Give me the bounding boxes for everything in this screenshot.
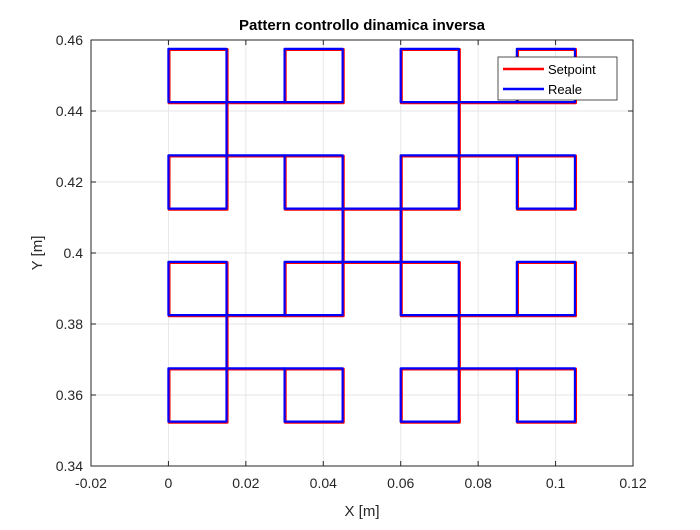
series-square	[399, 47, 460, 104]
series-square	[515, 260, 577, 317]
y-tick-label: 0.46	[56, 32, 83, 48]
series-square	[167, 260, 228, 317]
y-axis-title: Y [m]	[29, 236, 46, 271]
series-square	[283, 367, 344, 423]
x-tick-label: 0.12	[619, 475, 646, 491]
ticks: -0.02 0 0.02 0.04 0.06 0.08 0.1 0.12 0.34 0.36 0.3…	[56, 32, 647, 491]
y-tick-label: 0.36	[56, 387, 83, 403]
x-tick-label: 0.08	[465, 475, 492, 491]
data-layer	[167, 47, 578, 424]
series-square	[167, 154, 228, 210]
x-tick-label: 0.06	[387, 475, 414, 491]
x-tick-label: 0	[165, 475, 173, 491]
x-tick-label: 0.1	[546, 475, 566, 491]
series-square	[283, 260, 344, 317]
x-tick-label: -0.02	[75, 475, 107, 491]
y-tick-label: 0.42	[56, 174, 83, 190]
series-square	[399, 154, 460, 210]
x-tick-label: 0.02	[232, 475, 259, 491]
series-square	[399, 260, 460, 317]
y-tick-label: 0.4	[64, 245, 84, 261]
legend-box	[497, 56, 618, 101]
series-square	[167, 47, 228, 104]
legend: Setpoint Reale	[497, 56, 618, 101]
series-reale	[167, 47, 577, 423]
y-tick-label: 0.38	[56, 316, 83, 332]
legend-label-setpoint: Setpoint	[548, 62, 596, 77]
series-square	[515, 367, 577, 423]
series-square	[515, 154, 577, 210]
y-tick-label: 0.44	[56, 103, 83, 119]
chart-title: Pattern controllo dinamica inversa	[239, 17, 486, 34]
series-square	[399, 367, 460, 423]
series-square	[167, 367, 228, 423]
legend-label-reale: Reale	[548, 82, 582, 97]
x-tick-label: 0.04	[310, 475, 337, 491]
series-square	[283, 154, 344, 210]
series-square	[283, 47, 344, 104]
x-axis-title: X [m]	[344, 503, 379, 520]
y-tick-label: 0.34	[56, 458, 83, 474]
